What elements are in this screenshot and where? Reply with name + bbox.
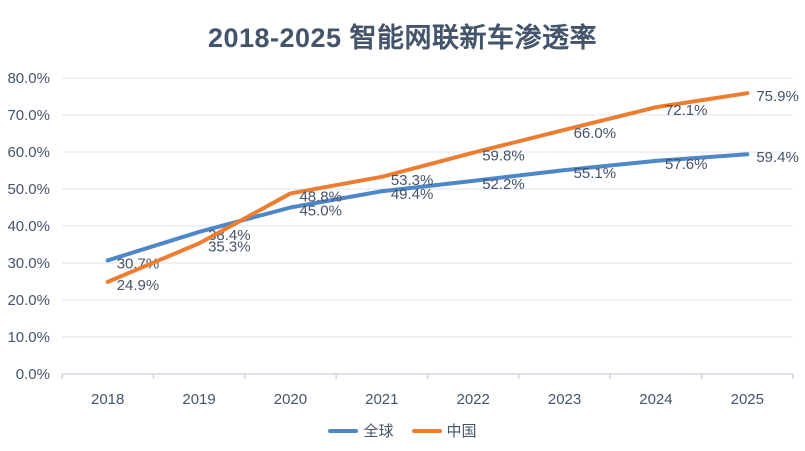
y-axis-tick-label: 50.0% (7, 181, 50, 198)
data-label: 72.1% (665, 102, 708, 119)
legend-line-swatch-global (328, 428, 359, 433)
x-axis-tick-label: 2025 (731, 391, 764, 408)
data-label: 59.4% (756, 149, 799, 166)
legend-line-swatch-china (411, 428, 442, 433)
y-axis-tick-label: 60.0% (7, 144, 50, 161)
data-label: 24.9% (117, 277, 160, 294)
x-axis-tick-label: 2023 (548, 391, 581, 408)
x-axis-tick-label: 2019 (182, 391, 215, 408)
y-axis-tick-label: 0.0% (16, 366, 50, 383)
data-label: 48.8% (299, 188, 342, 205)
data-label: 59.8% (482, 148, 525, 165)
legend-label-china: 中国 (446, 423, 477, 440)
y-axis-tick-label: 30.0% (7, 255, 50, 272)
y-axis-tick-label: 10.0% (7, 329, 50, 346)
y-axis-tick-label: 70.0% (7, 107, 50, 124)
y-axis-tick-label: 80.0% (7, 70, 50, 87)
data-label: 53.3% (391, 172, 434, 189)
data-label: 30.7% (117, 255, 160, 272)
legend-item-global[interactable]: 全球 (328, 420, 394, 441)
data-label: 57.6% (665, 156, 708, 173)
x-axis-tick-label: 2020 (274, 391, 307, 408)
data-label: 35.3% (208, 238, 251, 255)
y-axis-tick-label: 20.0% (7, 292, 50, 309)
legend-label-global: 全球 (363, 423, 394, 440)
chart-legend: 全球 中国 (0, 420, 805, 441)
x-axis-tick-label: 2024 (639, 391, 672, 408)
series-line-global (105, 152, 750, 263)
data-label: 66.0% (574, 125, 617, 142)
x-axis-tick-label: 2018 (91, 391, 124, 408)
data-label: 75.9% (756, 88, 799, 105)
data-label: 55.1% (574, 165, 617, 182)
series-line-china (105, 91, 750, 284)
y-axis-tick-label: 40.0% (7, 218, 50, 235)
legend-item-china[interactable]: 中国 (411, 420, 477, 441)
chart-title: 2018-2025 智能网联新车渗透率 (207, 23, 598, 53)
x-axis-tick-label: 2021 (365, 391, 398, 408)
data-label: 45.0% (299, 203, 342, 220)
x-axis-tick-label: 2022 (457, 391, 490, 408)
data-label: 49.4% (391, 186, 434, 203)
data-label: 52.2% (482, 176, 525, 193)
